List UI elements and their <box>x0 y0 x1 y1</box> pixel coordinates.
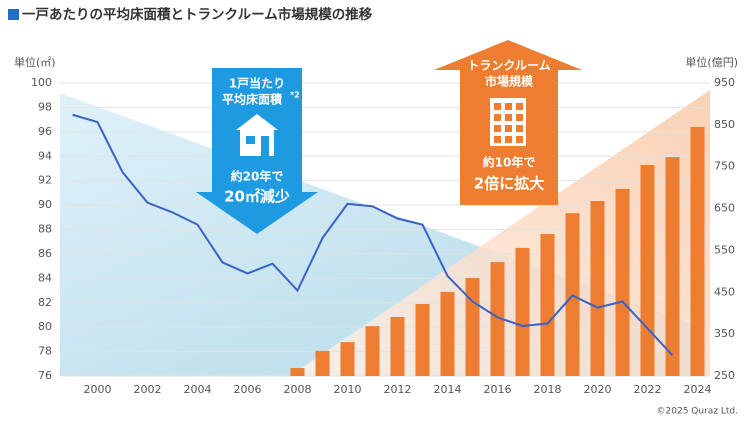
y-tick-label: 100 <box>31 76 52 89</box>
y-tick-label: 84 <box>38 271 52 284</box>
y2-tick-label: 850 <box>714 118 735 131</box>
y2-tick-label: 250 <box>714 369 735 382</box>
x-tick-label: 2014 <box>434 383 462 396</box>
x-tick-label: 2020 <box>584 383 612 396</box>
bar <box>415 304 430 376</box>
window <box>494 125 501 132</box>
chart-title: 一戸あたりの平均床面積とトランクルーム市場規模の推移 <box>22 6 373 23</box>
callout-text: 約20年で <box>231 169 284 184</box>
y2-tick-label: 550 <box>714 243 735 256</box>
window <box>516 114 523 121</box>
background-shape <box>290 90 710 376</box>
x-tick-label: 2006 <box>234 383 262 396</box>
bar <box>590 201 605 376</box>
callout-note: *2 <box>290 91 300 100</box>
x-tick-label: 2022 <box>634 383 662 396</box>
x-tick-label: 2024 <box>684 383 712 396</box>
y-tick-label: 76 <box>38 369 52 382</box>
bar <box>640 165 655 376</box>
x-tick-label: 2004 <box>184 383 212 396</box>
bar <box>365 326 380 376</box>
callout-text: 20㎡減少 <box>224 188 290 206</box>
callout-text: 1戸当たり <box>229 76 285 91</box>
y-tick-label: 96 <box>38 125 52 138</box>
bar <box>315 350 330 376</box>
callout-text: 約10年で <box>483 155 536 170</box>
y2-tick-label: 350 <box>714 327 735 340</box>
callout-text: トランクルーム <box>467 59 550 73</box>
y2-tick-label: 650 <box>714 202 735 215</box>
y-tick-label: 80 <box>38 320 52 333</box>
bar <box>490 262 505 376</box>
title-icon <box>8 9 19 20</box>
window <box>516 136 523 143</box>
window <box>494 114 501 121</box>
x-tick-label: 2002 <box>134 383 162 396</box>
callout-text: 2倍に拡大 <box>474 175 544 193</box>
plot: 76 78 80 82 84 86 88 90 92 94 96 98 100 <box>31 76 710 382</box>
x-tick-label: 2012 <box>384 383 412 396</box>
bar <box>390 316 405 376</box>
x-tick-label: 2008 <box>284 383 312 396</box>
x-tick-label: 2018 <box>534 383 562 396</box>
bar <box>615 188 630 376</box>
y-tick-label: 88 <box>38 223 52 236</box>
house-icon <box>236 114 278 156</box>
y2-tick-label: 750 <box>714 160 735 173</box>
y-tick-label: 94 <box>38 149 52 162</box>
window <box>505 103 512 110</box>
y-tick-label: 78 <box>38 345 52 358</box>
window <box>516 125 523 132</box>
y2-tick-label: 450 <box>714 285 735 298</box>
window <box>516 103 523 110</box>
window <box>505 125 512 132</box>
y-axis-label: 単位(㎡) <box>14 55 56 69</box>
bar <box>690 126 705 376</box>
bar <box>290 368 305 376</box>
callout-text: 市場規模 <box>485 74 534 89</box>
bar <box>440 291 455 376</box>
x-tick-label: 2000 <box>84 383 112 396</box>
bar <box>465 278 480 376</box>
callout-text: 平均床面積 <box>222 92 283 107</box>
bar <box>515 247 530 376</box>
window <box>505 136 512 143</box>
building-icon <box>490 98 526 146</box>
y-tick-label: 90 <box>38 198 52 211</box>
bar <box>540 234 555 376</box>
copyright: ©2025 Quraz Ltd. <box>657 407 738 417</box>
y-tick-label: 82 <box>38 296 52 309</box>
y2-tick-label: 950 <box>714 76 735 89</box>
x-tick-label: 2010 <box>334 383 362 396</box>
window <box>505 114 512 121</box>
window <box>494 103 501 110</box>
window <box>494 136 501 143</box>
bar <box>665 157 680 376</box>
y-tick-label: 86 <box>38 247 52 260</box>
bar <box>340 342 355 376</box>
y-tick-label: 98 <box>38 100 52 113</box>
y-tick-label: 92 <box>38 174 52 187</box>
x-tick-label: 2016 <box>484 383 512 396</box>
line <box>72 113 674 356</box>
y2-axis-label: 単位(億円) <box>685 55 738 69</box>
